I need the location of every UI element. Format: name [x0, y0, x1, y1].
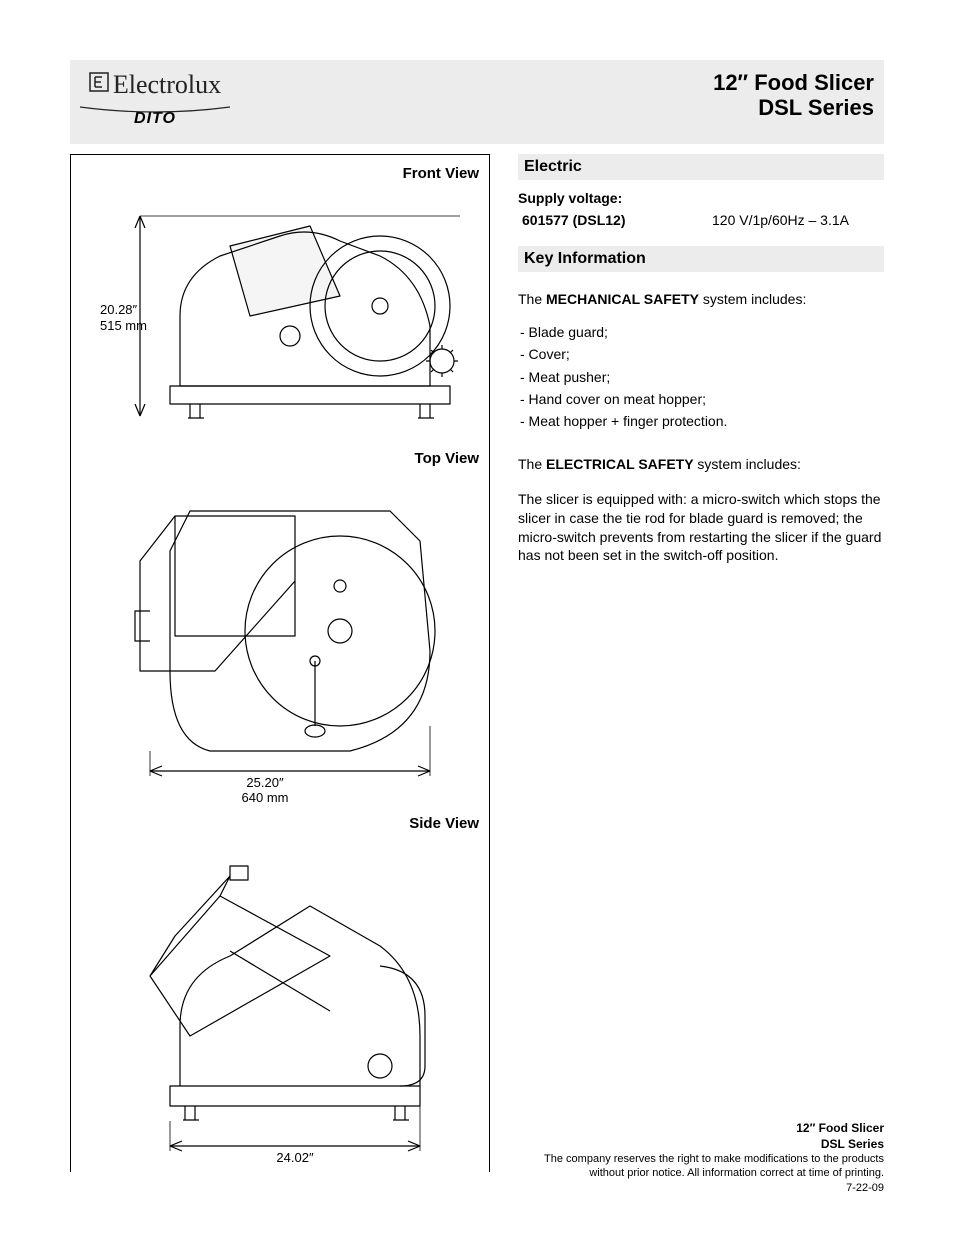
brand-name: Electrolux — [89, 70, 221, 100]
mech-item: - Meat hopper + finger protection. — [520, 410, 884, 432]
title-line-2: DSL Series — [713, 95, 874, 120]
specs-column: Electric Supply voltage: 601577 (DSL12) … — [518, 154, 884, 573]
header-band: Electrolux DITO 12″ Food Slicer DSL Seri… — [70, 60, 884, 144]
side-view-drawing: 24.02″ — [75, 836, 485, 1166]
model-code: 601577 (DSL12) — [522, 212, 672, 228]
footer-line-1: The company reserves the right to make m… — [544, 1152, 884, 1166]
electrical-safety-intro: The ELECTRICAL SAFETY system includes: — [518, 455, 884, 474]
product-title: 12″ Food Slicer DSL Series — [713, 70, 874, 121]
front-view-block: Front View — [75, 161, 485, 446]
footer-title-1: 12″ Food Slicer — [544, 1121, 884, 1137]
voltage-value: 120 V/1p/60Hz – 3.1A — [712, 212, 849, 228]
views-panel: Front View — [70, 154, 490, 1172]
mech-strong: MECHANICAL SAFETY — [546, 291, 699, 307]
body-columns: Front View — [70, 154, 884, 1172]
top-view-drawing: 25.20″ 640 mm — [75, 471, 485, 811]
electrical-safety-body: The slicer is equipped with: a micro-swi… — [518, 490, 884, 566]
top-dim-in: 25.20″ — [246, 775, 284, 790]
front-view-drawing: 20.28″ 515 mm — [75, 186, 485, 446]
brand-name-text: Electrolux — [113, 70, 221, 100]
top-view-label: Top View — [75, 450, 485, 467]
footer-line-2: without prior notice. All information co… — [544, 1166, 884, 1180]
footer-title-2: DSL Series — [544, 1137, 884, 1153]
brand-glyph-icon — [89, 72, 109, 98]
elec-strong: ELECTRICAL SAFETY — [546, 456, 694, 472]
mech-item: - Meat pusher; — [520, 366, 884, 388]
side-view-block: Side View — [75, 811, 485, 1166]
mech-item: - Blade guard; — [520, 321, 884, 343]
mech-item: - Hand cover on meat hopper; — [520, 388, 884, 410]
elec-post: system includes: — [694, 456, 801, 472]
spec-sheet-page: Electrolux DITO 12″ Food Slicer DSL Seri… — [0, 0, 954, 1235]
front-dim-in: 20.28″ — [100, 302, 138, 317]
supply-voltage-label: Supply voltage: — [518, 190, 884, 206]
supply-voltage-row: 601577 (DSL12) 120 V/1p/60Hz – 3.1A — [522, 212, 884, 228]
front-view-label: Front View — [75, 165, 485, 182]
side-dim-in: 24.02″ — [276, 1150, 314, 1165]
top-view-block: Top View — [75, 446, 485, 811]
key-info-heading: Key Information — [518, 246, 884, 272]
footer-date: 7-22-09 — [544, 1181, 884, 1195]
side-view-label: Side View — [75, 815, 485, 832]
mechanical-safety-intro: The MECHANICAL SAFETY system includes: — [518, 290, 884, 309]
front-dim-mm: 515 mm — [100, 318, 147, 333]
electric-heading: Electric — [518, 154, 884, 180]
elec-pre: The — [518, 456, 546, 472]
mech-item: - Cover; — [520, 343, 884, 365]
mech-post: system includes: — [699, 291, 806, 307]
top-dim-mm: 640 mm — [242, 790, 289, 805]
mech-pre: The — [518, 291, 546, 307]
page-footer: 12″ Food Slicer DSL Series The company r… — [544, 1121, 884, 1195]
title-line-1: 12″ Food Slicer — [713, 70, 874, 95]
brand-block: Electrolux DITO — [80, 70, 230, 128]
brand-divider-arc — [80, 102, 230, 112]
mechanical-safety-list: - Blade guard; - Cover; - Meat pusher; -… — [520, 321, 884, 433]
